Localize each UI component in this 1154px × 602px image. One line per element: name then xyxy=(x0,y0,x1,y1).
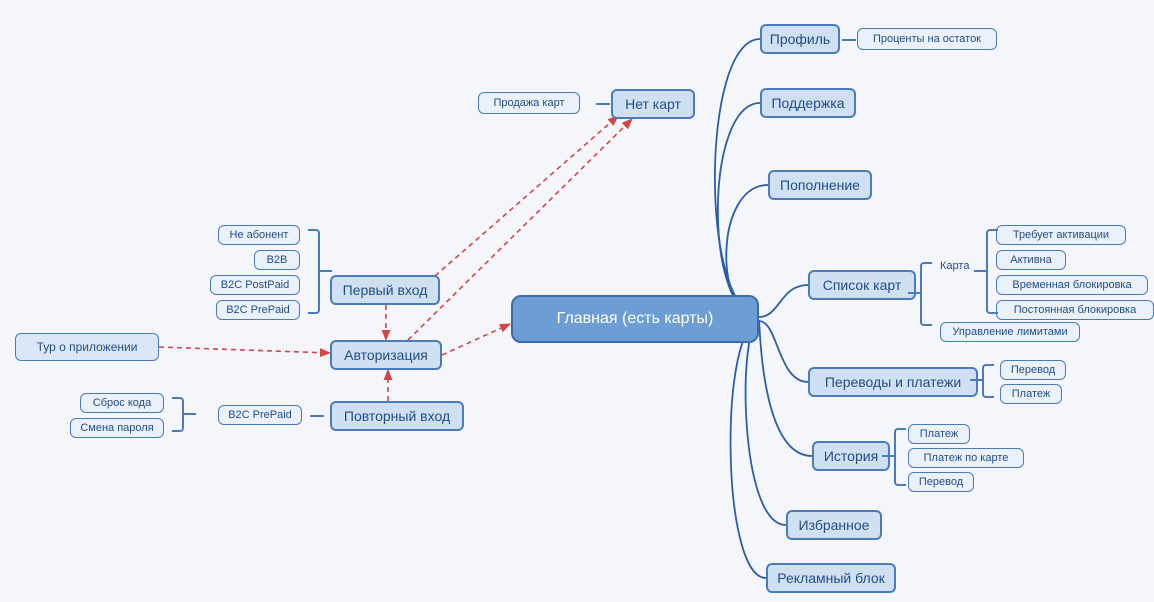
bracket-first_login xyxy=(308,229,320,314)
label-card_label: Карта xyxy=(940,260,969,272)
edge-root-card_list xyxy=(759,285,808,317)
node-rl_b2c_pre: B2C PrePaid xyxy=(218,405,302,425)
bracket-rl_b2c_pre xyxy=(172,397,184,432)
bracket-card_label xyxy=(986,229,998,314)
node-transfers: Переводы и платежи xyxy=(808,367,978,397)
edge-root-transfers xyxy=(759,321,808,382)
node-relogin: Повторный вход xyxy=(330,401,464,431)
node-hist_payment: Платеж xyxy=(908,424,970,444)
bracket-card_list xyxy=(920,262,932,326)
node-card_list: Список карт xyxy=(808,270,916,300)
node-hist_transfer: Перевод xyxy=(908,472,974,492)
node-root: Главная (есть карты) xyxy=(511,295,759,343)
edge-root-history xyxy=(759,321,812,456)
node-rl_reset: Сброс кода xyxy=(80,393,164,413)
bracket-stem-rl_b2c_pre xyxy=(182,413,196,415)
node-fl_b2c_post: B2C PostPaid xyxy=(210,275,300,295)
edge-first_login-no_cards xyxy=(435,116,618,276)
node-card_active: Активна xyxy=(996,250,1066,270)
edge-root-support xyxy=(718,103,760,317)
node-history: История xyxy=(812,441,890,471)
node-tour: Тур о приложении xyxy=(15,333,159,361)
node-sell_cards: Продажа карт xyxy=(478,92,580,114)
connector-profile xyxy=(842,39,856,41)
node-card_req_act: Требует активации xyxy=(996,225,1126,245)
node-rl_chpass: Смена пароля xyxy=(70,418,164,438)
edge-root-promo xyxy=(731,323,766,578)
node-transfer: Перевод xyxy=(1000,360,1066,380)
node-card_limits: Управление лимитами xyxy=(940,322,1080,342)
bracket-history xyxy=(894,428,906,486)
node-card_perm_block: Постоянная блокировка xyxy=(996,300,1154,320)
node-favorites: Избранное xyxy=(786,510,882,540)
node-first_login: Первый вход xyxy=(330,275,440,305)
node-topup: Пополнение xyxy=(768,170,872,200)
node-promo: Рекламный блок xyxy=(766,563,896,593)
node-profile_pct: Проценты на остаток xyxy=(857,28,997,50)
bracket-stem-first_login xyxy=(318,270,332,272)
node-support: Поддержка xyxy=(760,88,856,118)
edge-root-favorites xyxy=(746,322,786,525)
node-card_temp_block: Временная блокировка xyxy=(996,275,1148,295)
node-profile: Профиль xyxy=(760,24,840,54)
node-hist_pay_card: Платеж по карте xyxy=(908,448,1024,468)
edge-auth-root xyxy=(442,324,510,355)
node-fl_b2c_pre: B2C PrePaid xyxy=(216,300,300,320)
bracket-transfers xyxy=(982,364,994,398)
mindmap-canvas: { "canvas": { "width": 1154, "height": 6… xyxy=(0,0,1154,602)
node-auth: Авторизация xyxy=(330,340,442,370)
edge-tour-auth xyxy=(159,347,330,353)
connector-no_cards xyxy=(596,103,610,105)
node-fl_not_sub: Не абонент xyxy=(218,225,300,245)
edge-root-profile xyxy=(715,39,760,315)
connector-relogin xyxy=(310,415,324,417)
node-fl_b2b: B2B xyxy=(254,250,300,270)
node-payment: Платеж xyxy=(1000,384,1062,404)
node-no_cards: Нет карт xyxy=(611,89,695,119)
